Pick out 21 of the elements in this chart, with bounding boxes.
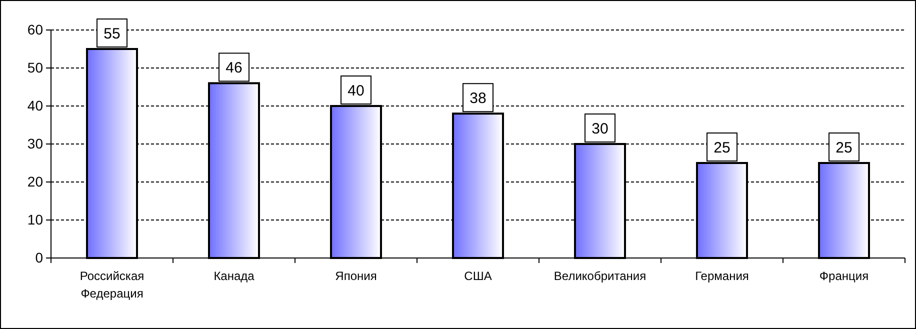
y-tick-label: 60 [27,21,44,38]
x-tick-label: Франция [819,269,869,284]
x-tick-label: Япония [335,269,377,284]
x-tick-label: Великобритания [554,269,646,284]
data-label: 55 [104,25,120,42]
data-label: 30 [592,120,608,138]
x-tick-label: Российская Федерация [80,269,144,301]
data-label: 38 [470,90,486,107]
data-label: 46 [226,60,242,77]
y-tick-label: 40 [27,97,44,114]
y-tick-label: 20 [27,173,44,190]
y-tick-label: 50 [27,59,44,76]
data-label: 25 [714,139,730,156]
y-tick-label: 30 [27,135,44,152]
y-tick-label: 10 [27,211,44,228]
data-label: 25 [836,139,852,156]
x-tick-label: США [464,269,492,284]
x-tick-label: Канада [214,269,255,284]
x-tick-label: Германия [695,269,749,284]
data-label: 40 [348,82,364,100]
y-tick-label: 0 [35,249,44,266]
